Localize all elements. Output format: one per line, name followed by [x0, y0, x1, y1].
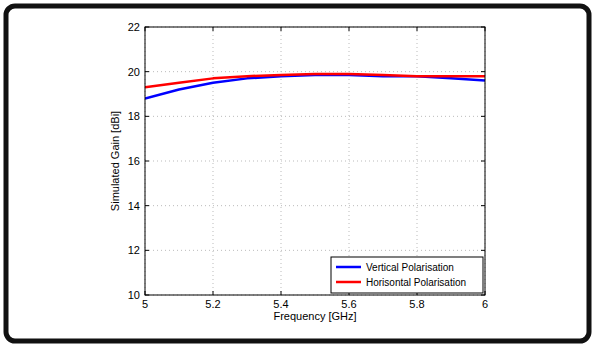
y-tick-right: [481, 116, 485, 117]
legend-swatch: [336, 281, 361, 284]
y-tick-right: [481, 295, 485, 296]
outer-frame: [6, 6, 589, 341]
grid-line-y: [145, 250, 485, 251]
legend-label: Vertical Polarisation: [366, 262, 454, 273]
y-tick: [145, 71, 149, 72]
series-line: [145, 74, 485, 87]
legend: Vertical Polarisation Horisontal Polarisa…: [331, 257, 483, 293]
grid-line-y: [145, 71, 485, 72]
legend-swatch: [336, 266, 361, 269]
y-tick-label: 16: [128, 155, 140, 167]
chart-container: 5 5.2 5.4 5.6 5.8 6 10 12 14 16 18 20 22 Frequency [G…: [0, 0, 595, 347]
y-tick-right: [481, 27, 485, 28]
grid-line-y: [145, 116, 485, 117]
x-tick: [213, 291, 214, 295]
y-tick: [145, 205, 149, 206]
x-tick-label: 5.8: [409, 298, 424, 310]
x-tick-top: [349, 27, 350, 31]
y-axis-label: Simulated Gain [dBi]: [109, 111, 121, 211]
y-tick-right: [481, 161, 485, 162]
x-tick: [281, 291, 282, 295]
y-tick: [145, 250, 149, 251]
axes-frame: [145, 27, 485, 295]
x-tick-top: [417, 27, 418, 31]
x-tick-top: [213, 27, 214, 31]
grid-line-y: [145, 205, 485, 206]
plot-background: [145, 27, 485, 295]
legend-label: Horisontal Polarisation: [366, 277, 466, 288]
x-tick: [485, 291, 486, 295]
grid-line-y: [145, 161, 485, 162]
series-group: [145, 74, 485, 99]
y-tick: [145, 27, 149, 28]
x-tick: [145, 291, 146, 295]
series-line: [145, 75, 485, 98]
y-tick-label: 14: [128, 200, 140, 212]
x-tick-label: 5: [142, 298, 148, 310]
y-tick-label: 12: [128, 244, 140, 256]
y-tick-right: [481, 250, 485, 251]
y-tick-label: 22: [128, 21, 140, 33]
x-axis-label: Frequency [GHz]: [273, 310, 356, 322]
legend-box: [331, 257, 483, 293]
y-tick-right: [481, 71, 485, 72]
y-tick-right: [481, 205, 485, 206]
y-tick: [145, 116, 149, 117]
y-tick: [145, 161, 149, 162]
x-tick-label: 5.2: [205, 298, 220, 310]
x-tick-label: 5.6: [341, 298, 356, 310]
y-tick-label: 10: [128, 289, 140, 301]
y-tick-label: 18: [128, 110, 140, 122]
x-tick-top: [485, 27, 486, 31]
chart-svg: 5 5.2 5.4 5.6 5.8 6 10 12 14 16 18 20 22 Frequency [G…: [0, 0, 595, 347]
x-tick-label: 6: [482, 298, 488, 310]
x-tick-top: [145, 27, 146, 31]
y-tick-label: 20: [128, 66, 140, 78]
x-tick-top: [281, 27, 282, 31]
y-tick: [145, 295, 149, 296]
x-tick-label: 5.4: [273, 298, 288, 310]
